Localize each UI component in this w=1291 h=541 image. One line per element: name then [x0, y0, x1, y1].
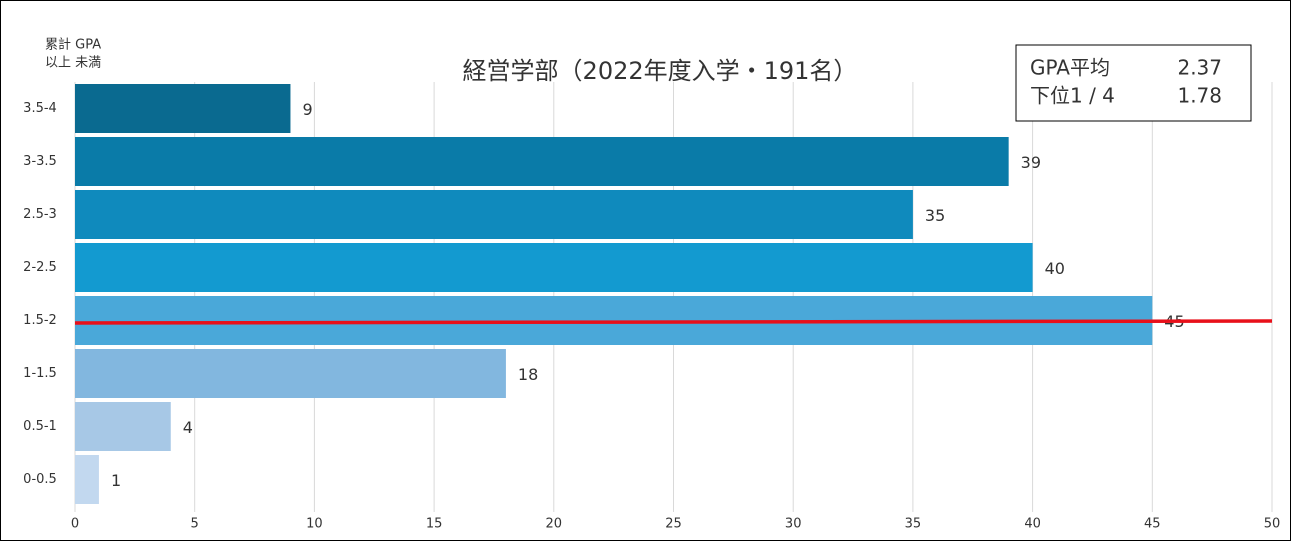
stat-label: GPA平均	[1030, 56, 1110, 80]
x-tick-label: 30	[785, 517, 802, 532]
bar	[75, 349, 506, 398]
data-label: 18	[518, 365, 538, 384]
y-tick-label: 3-3.5	[23, 154, 57, 169]
x-tick-label: 15	[426, 517, 443, 532]
chart-title: 経営学部（2022年度入学・191名）	[463, 57, 858, 85]
y-tick-label: 0.5-1	[23, 419, 57, 434]
x-tick-label: 5	[191, 517, 199, 532]
x-tick-label: 50	[1264, 517, 1281, 532]
y-label: 以上 未満	[45, 56, 101, 71]
data-label: 4	[183, 418, 193, 437]
x-tick-label: 25	[665, 517, 682, 532]
stat-value: 1.78	[1177, 84, 1222, 108]
y-tick-label: 2-2.5	[23, 260, 57, 275]
x-tick-label: 10	[306, 517, 323, 532]
stat-value: 2.37	[1177, 56, 1222, 80]
stat-label: 下位1 / 4	[1030, 84, 1115, 108]
stat-box	[1015, 44, 1252, 122]
y-tick-label: 3.5-4	[23, 101, 57, 116]
bar	[75, 455, 99, 504]
bar	[75, 137, 1009, 186]
x-tick-label: 45	[1144, 517, 1161, 532]
bar	[75, 243, 1033, 292]
bar	[75, 84, 291, 133]
x-tick-label: 40	[1024, 517, 1041, 532]
data-label: 35	[925, 206, 945, 225]
bar	[75, 190, 913, 239]
reference-line	[74, 319, 1273, 325]
y-tick-label: 1.5-2	[23, 313, 57, 328]
x-tick-label: 35	[905, 517, 922, 532]
x-tick-label: 20	[546, 517, 563, 532]
data-label: 1	[111, 471, 121, 490]
data-label: 39	[1021, 153, 1041, 172]
y-tick-label: 0-0.5	[23, 472, 57, 487]
y-tick-label: 2.5-3	[23, 207, 57, 222]
bar	[75, 402, 171, 451]
data-label: 9	[302, 100, 312, 119]
y-tick-label: 1-1.5	[23, 366, 57, 381]
y-label: 累計 GPA	[45, 37, 101, 53]
data-label: 40	[1045, 259, 1065, 278]
x-tick-label: 0	[71, 517, 79, 532]
